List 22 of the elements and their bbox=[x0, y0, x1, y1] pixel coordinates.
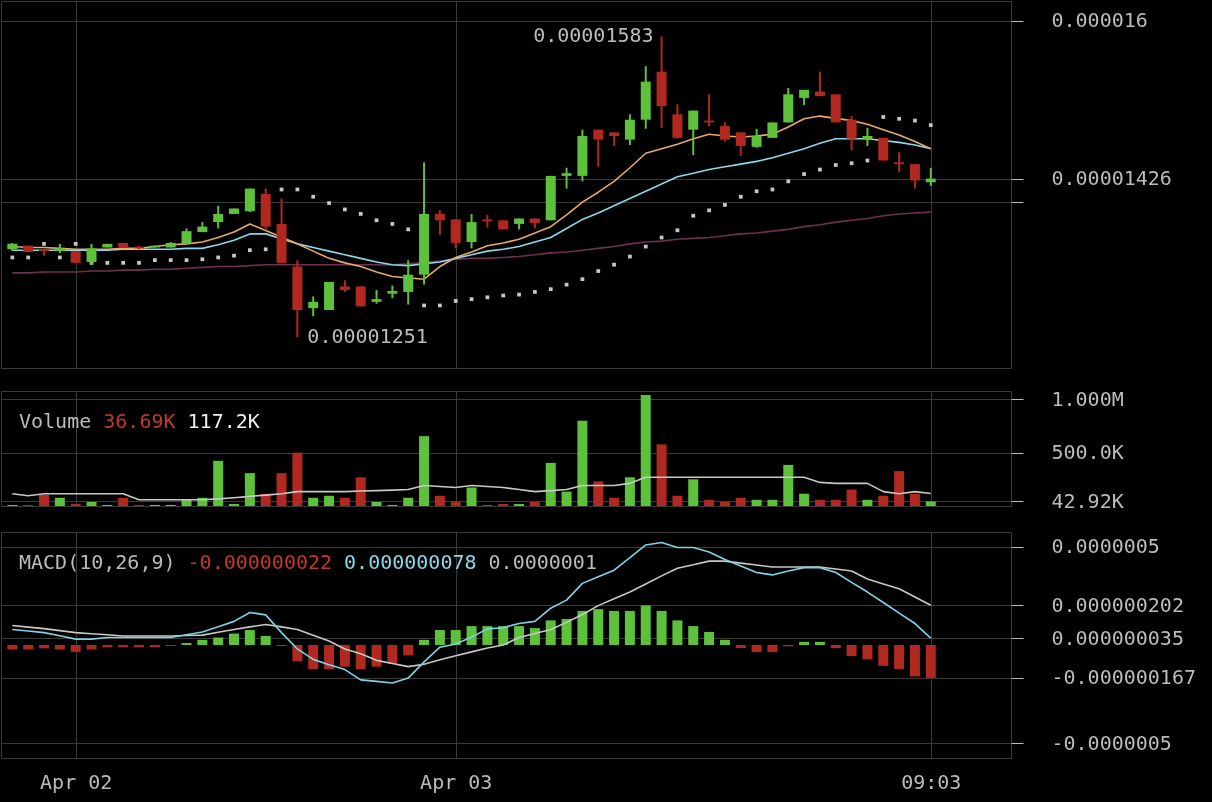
annotation: 0.00001583 bbox=[533, 23, 654, 48]
annotation: 36.69K bbox=[103, 409, 176, 433]
y-tick-label: 0.00001426 bbox=[1051, 166, 1172, 191]
y-tick-label: 0.0000005 bbox=[1051, 534, 1160, 559]
annotation: 0.000000078 bbox=[344, 550, 477, 574]
y-tick-label: 0.000000202 bbox=[1051, 592, 1184, 617]
y-tick-label: 42.92K bbox=[1051, 488, 1124, 513]
y-tick-label: 1.000M bbox=[1051, 386, 1124, 411]
x-tick-label: Apr 03 bbox=[420, 769, 493, 794]
x-tick-label: 09:03 bbox=[901, 769, 962, 794]
y-tick-label: 0.000000035 bbox=[1051, 625, 1184, 650]
text: Volume bbox=[19, 409, 92, 433]
text: MACD(10,26,9) bbox=[19, 550, 176, 574]
x-tick-label: Apr 02 bbox=[40, 769, 113, 794]
annotation: -0.000000022 bbox=[187, 550, 333, 574]
y-tick-label: 0.000016 bbox=[1051, 8, 1148, 33]
y-tick-label: 500.0K bbox=[1051, 440, 1124, 465]
y-tick-label: -0.0000005 bbox=[1051, 730, 1172, 755]
annotation: 0.0000001 bbox=[488, 550, 597, 574]
annotation: 117.2K bbox=[187, 409, 260, 433]
annotation: 0.00001251 bbox=[307, 324, 428, 349]
y-tick-label: -0.000000167 bbox=[1051, 665, 1196, 690]
